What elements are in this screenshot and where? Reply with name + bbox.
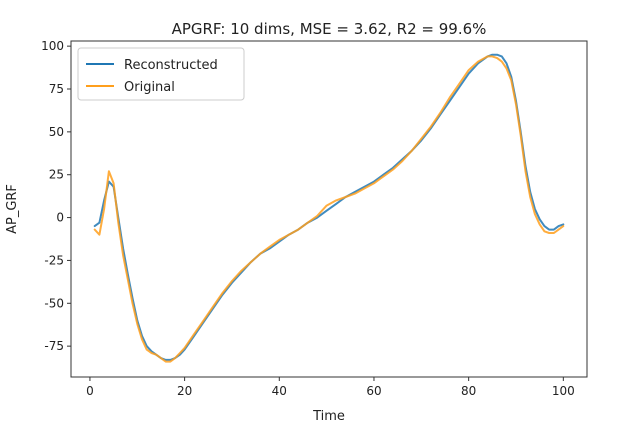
x-tick-label: 0 (86, 384, 94, 398)
x-tick-label: 20 (177, 384, 192, 398)
series-layer (93, 53, 565, 363)
y-axis: -75 -50 -25 0 25 50 75 100 (41, 39, 71, 353)
legend-label: Reconstructed (124, 58, 218, 73)
y-tick-label: 100 (41, 39, 64, 53)
x-tick-label: 60 (366, 384, 381, 398)
y-tick-label: -50 (44, 296, 64, 310)
x-axis-label: Time (312, 409, 345, 424)
plot-area (70, 40, 588, 378)
series-line-original (93, 55, 565, 363)
x-tick-label: 40 (272, 384, 287, 398)
y-tick-label: -75 (44, 339, 64, 353)
series-line-reconstructed (93, 53, 565, 361)
y-tick-label: 0 (56, 211, 64, 225)
legend: Reconstructed Original (77, 47, 245, 101)
y-tick-label: 75 (49, 82, 64, 96)
y-tick-label: -25 (44, 253, 64, 267)
y-tick-label: 50 (49, 125, 64, 139)
y-axis-label: AP_GRF (5, 184, 20, 234)
y-tick-label: 25 (49, 168, 64, 182)
x-axis: 0 20 40 60 80 100 (86, 377, 575, 398)
chart-title: APGRF: 10 dims, MSE = 3.62, R2 = 99.6% (172, 20, 487, 38)
legend-label: Original (124, 80, 175, 95)
legend-box (77, 47, 245, 101)
x-tick-label: 80 (461, 384, 476, 398)
x-tick-label: 100 (552, 384, 575, 398)
